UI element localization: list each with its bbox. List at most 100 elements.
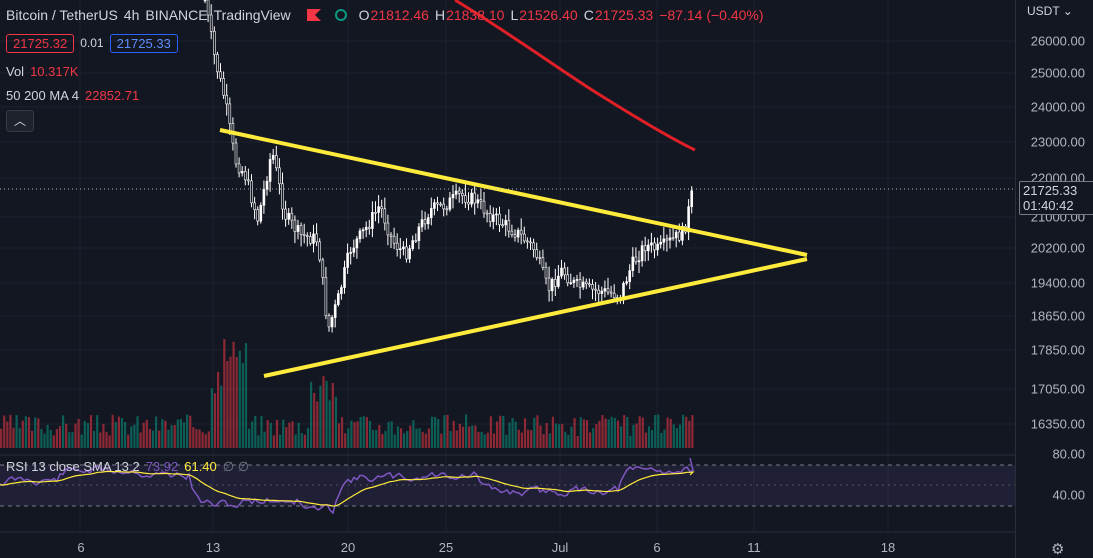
volume-bar	[564, 431, 567, 448]
currency-selector[interactable]: USDT ⌄	[1027, 4, 1073, 18]
candle-body	[219, 71, 222, 79]
gear-icon[interactable]: ⚙	[1051, 541, 1065, 558]
volume-bar	[232, 341, 235, 448]
volume-bar	[688, 420, 691, 448]
candle-body	[600, 290, 604, 294]
candle-body	[352, 247, 356, 253]
volume-bar	[399, 428, 403, 448]
candle-body	[634, 256, 638, 263]
candle-body	[612, 292, 616, 299]
volume-bar	[651, 429, 654, 448]
price-axis[interactable]	[1015, 0, 1093, 558]
interval[interactable]: 4h	[123, 7, 140, 23]
price-change: −87.14 (−0.40%)	[659, 7, 764, 23]
candle-body	[265, 181, 269, 190]
candle-body	[535, 249, 539, 258]
candle-body	[222, 77, 225, 96]
candle-body	[550, 279, 554, 292]
volume-bar	[384, 430, 387, 448]
candle-body	[433, 202, 436, 209]
volume-bar	[151, 430, 155, 448]
volume-bar	[430, 416, 434, 448]
volume-bar	[576, 435, 579, 448]
volume-bar	[409, 425, 412, 448]
candle-body	[538, 257, 542, 259]
symbol-name[interactable]: Bitcoin / TetherUS	[6, 7, 118, 23]
candle-body	[588, 283, 591, 286]
candle-body	[287, 212, 291, 220]
flag-icon[interactable]	[306, 9, 321, 21]
volume-bar	[257, 435, 260, 448]
candle-body	[374, 212, 377, 214]
volume-bar	[489, 416, 492, 448]
volume-bar	[155, 416, 158, 448]
candle-body	[429, 208, 433, 218]
rsi-extra: ∅ ∅	[222, 459, 250, 474]
rsi-axis-label: 40.00	[1052, 487, 1085, 503]
candle-body	[271, 155, 275, 160]
volume-bar	[319, 385, 322, 448]
volume-bar	[592, 428, 595, 448]
volume-bar	[396, 426, 399, 448]
candle-body	[464, 195, 467, 203]
candle-body	[687, 206, 690, 233]
low-value: 21526.40	[519, 7, 578, 23]
volume-legend[interactable]: Vol 10.317K	[6, 64, 79, 79]
candle-body	[395, 242, 399, 250]
volume-bar	[120, 418, 124, 448]
volume-bars	[0, 339, 694, 448]
candle-body	[563, 267, 566, 276]
sell-price-button[interactable]: 21725.32	[6, 33, 75, 53]
candle-body	[250, 180, 253, 204]
volume-bar	[248, 428, 251, 448]
volume-bar	[632, 424, 635, 448]
candle-body	[532, 242, 535, 250]
price-label: 25000.00	[1030, 65, 1085, 81]
rsi-signal-value: 61.40	[184, 459, 217, 474]
volume-bar	[266, 420, 269, 448]
volume-bar	[34, 417, 37, 448]
volume-bar	[393, 434, 396, 448]
volume-bar	[117, 416, 120, 448]
price-label: 19400.00	[1030, 275, 1085, 291]
candle-body	[597, 289, 601, 294]
volume-bar	[626, 417, 629, 448]
buy-price-button[interactable]: 21725.33	[109, 33, 178, 53]
volume-bar	[629, 435, 632, 448]
volume-bar	[55, 429, 58, 448]
rsi-legend[interactable]: RSI 13 close SMA 13 2 73.92 61.40 ∅ ∅	[6, 459, 249, 475]
candle-body	[677, 231, 681, 241]
volume-bar	[331, 382, 334, 448]
candle-body	[436, 202, 439, 205]
candle-body	[566, 274, 570, 284]
ma-value: 22852.71	[85, 88, 140, 103]
candle-body	[256, 209, 260, 222]
volume-bar	[424, 433, 427, 448]
candle-body	[625, 281, 628, 284]
price-label: 26000.00	[1030, 33, 1085, 49]
high-label: H	[434, 7, 446, 23]
volume-bar	[306, 428, 310, 448]
volume-bar	[139, 432, 142, 448]
volume-bar	[644, 432, 647, 448]
volume-bar	[0, 428, 3, 448]
ma-legend[interactable]: 50 200 MA 4 22852.71	[6, 88, 139, 103]
volume-bar	[477, 432, 480, 448]
volume-bar	[167, 429, 170, 448]
volume-bar	[421, 431, 424, 448]
volume-bar	[685, 416, 688, 448]
candle-body	[364, 226, 368, 231]
volume-bar	[179, 419, 182, 448]
high-value: 21838.10	[446, 7, 505, 23]
volume-bar	[527, 429, 530, 448]
volume-bar	[517, 429, 520, 448]
volume-bar	[406, 431, 409, 448]
volume-bar	[195, 429, 198, 448]
chevron-up-icon[interactable]: ︿	[6, 110, 34, 132]
candle-body	[653, 242, 656, 251]
volume-bar	[492, 433, 496, 448]
volume-bar	[244, 343, 248, 448]
volume-bar	[461, 426, 465, 448]
volume-bar	[18, 428, 21, 448]
